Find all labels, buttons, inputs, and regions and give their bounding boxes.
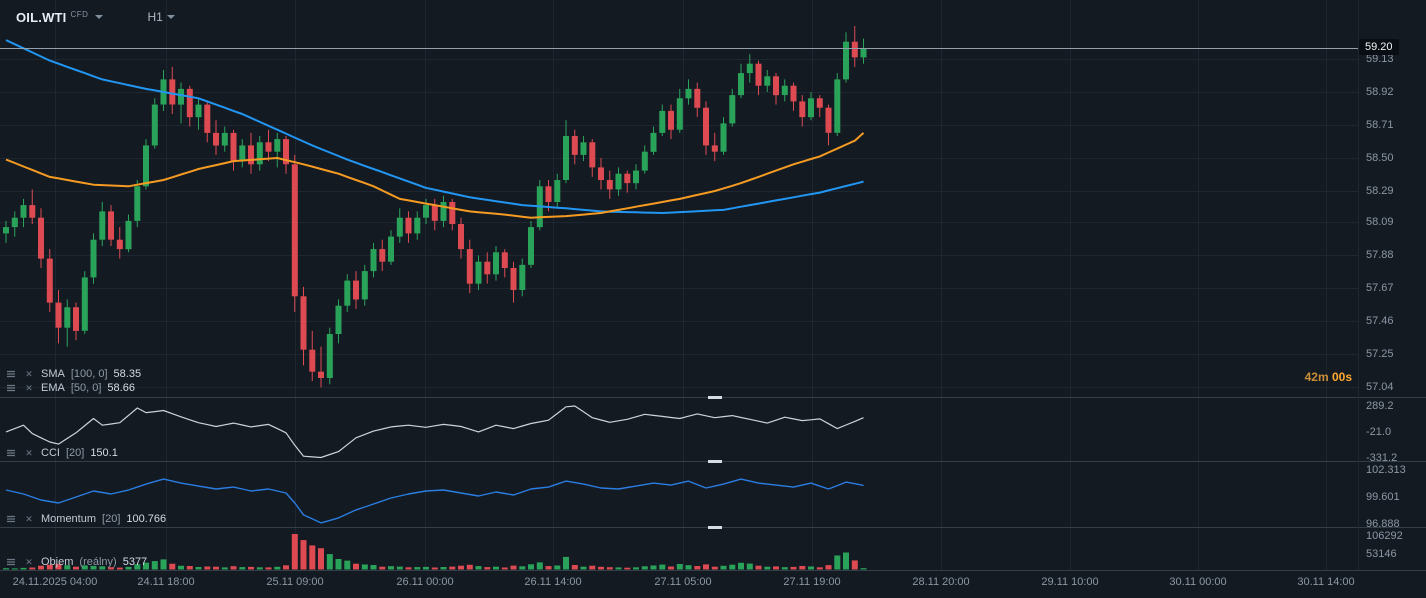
timer-minutes: 42m	[1304, 370, 1329, 384]
time-axis-label: 29.11 10:00	[1041, 576, 1099, 588]
indicator-params: (reálny)	[79, 556, 117, 568]
indicator-name: CCI	[41, 447, 60, 459]
axis-label: 58.71	[1366, 119, 1394, 131]
instrument-type-badge: CFD	[70, 10, 89, 19]
axis-label: 57.67	[1366, 282, 1394, 294]
indicator-params: [100, 0]	[70, 368, 108, 380]
time-axis-label: 25.11 09:00	[266, 576, 324, 588]
symbol-dropdown-caret[interactable]	[95, 15, 104, 19]
time-axis-label: 27.11 05:00	[654, 576, 712, 588]
indicator-settings-icon[interactable]	[5, 368, 17, 380]
axis-label: 57.04	[1366, 381, 1394, 393]
axis-label: 58.92	[1366, 86, 1394, 98]
indicator-row-momentum: ✕ Momentum [20] 100.766	[5, 513, 166, 525]
indicator-name: Objem	[41, 556, 74, 568]
indicator-close-icon[interactable]: ✕	[25, 382, 33, 393]
indicator-value: 58.35	[113, 368, 142, 380]
indicator-settings-icon[interactable]	[5, 382, 17, 394]
indicator-close-icon[interactable]: ✕	[25, 447, 33, 458]
indicator-row-ema: ✕ EMA [50, 0] 58.66	[5, 382, 135, 394]
timeframe-dropdown-caret	[166, 15, 175, 19]
indicator-params: [20]	[102, 513, 121, 525]
timeframe-label: H1	[147, 10, 163, 24]
time-axis-label: 28.11 20:00	[912, 576, 970, 588]
time-axis[interactable]: 24.11.2025 04:00 24.11 18:00 25.11 09:00 26…	[0, 573, 1426, 598]
time-axis-label: 24.11 18:00	[137, 576, 195, 588]
current-price-badge: 59.20	[1359, 39, 1399, 55]
indicator-params: [20]	[65, 447, 85, 459]
chart-header: OIL.WTI CFD H1	[16, 8, 179, 26]
axis-label: 57.88	[1366, 249, 1394, 261]
axis-label: -331.2	[1366, 452, 1398, 464]
indicator-settings-icon[interactable]	[5, 556, 17, 568]
axis-label: 58.09	[1366, 216, 1394, 228]
indicator-value: 5377	[122, 556, 148, 568]
candle-countdown-timer: 42m 00s	[1305, 370, 1352, 384]
indicator-close-icon[interactable]: ✕	[25, 368, 33, 379]
time-axis-label: 27.11 19:00	[783, 576, 841, 588]
axis-label: 102.313	[1366, 464, 1406, 476]
indicator-name: Momentum	[41, 513, 97, 525]
time-axis-label: 30.11 14:00	[1297, 576, 1355, 588]
symbol-name: OIL.WTI	[16, 9, 67, 25]
axis-label: 289.2	[1366, 400, 1394, 412]
indicator-close-icon[interactable]: ✕	[25, 556, 33, 567]
axis-label: 57.46	[1366, 315, 1394, 327]
indicator-settings-icon[interactable]	[5, 447, 17, 459]
axis-label: 58.50	[1366, 152, 1394, 164]
indicator-name: SMA	[41, 368, 65, 380]
axis-label: -21.0	[1366, 426, 1392, 438]
time-axis-label: 30.11 00:00	[1169, 576, 1227, 588]
axis-label: 57.25	[1366, 348, 1394, 360]
indicator-name: EMA	[41, 382, 65, 394]
indicator-value: 58.66	[107, 382, 135, 394]
timeframe-selector[interactable]: H1	[143, 8, 178, 26]
axis-label: 96.888	[1366, 518, 1400, 530]
timer-seconds: 00s	[1331, 370, 1352, 384]
time-axis-label: 24.11.2025 04:00	[12, 576, 98, 588]
indicator-settings-icon[interactable]	[5, 513, 17, 525]
indicator-value: 100.766	[126, 513, 167, 525]
axis-label: 53146	[1366, 548, 1397, 560]
axis-label: 59.13	[1366, 53, 1394, 65]
axis-label: 106292	[1366, 530, 1403, 542]
indicator-row-cci: ✕ CCI [20] 150.1	[5, 447, 118, 459]
time-axis-label: 26.11 00:00	[396, 576, 454, 588]
axis-label: 58.29	[1366, 185, 1394, 197]
indicator-close-icon[interactable]: ✕	[25, 513, 33, 524]
price-axis[interactable]: 59.20 59.13 58.92 58.71 58.50 58.29 58.09 57.8…	[1358, 0, 1426, 570]
indicator-value: 150.1	[90, 447, 118, 459]
time-axis-label: 26.11 14:00	[524, 576, 582, 588]
indicator-row-sma: ✕ SMA [100, 0] 58.35	[5, 368, 141, 380]
indicator-params: [50, 0]	[70, 382, 102, 394]
axis-label: 99.601	[1366, 491, 1400, 503]
indicator-row-volume: ✕ Objem (reálny) 5377	[5, 556, 147, 568]
